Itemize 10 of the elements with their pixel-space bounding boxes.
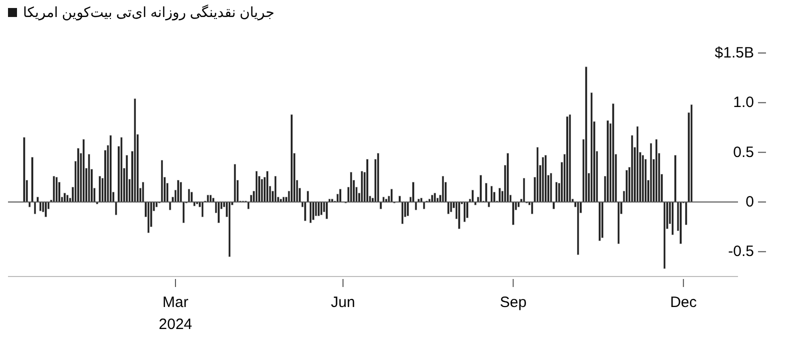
y-tick-label: 1.0 xyxy=(733,94,754,112)
y-tick-label: 0.5 xyxy=(733,144,754,161)
x-tick-label: Sep xyxy=(500,294,527,311)
y-tick-label: $1.5B xyxy=(714,44,754,62)
legend-label: جریان نقدینگی روزانه ای‌تی بیت‌کوین امریکا xyxy=(23,4,274,21)
x-tick-label: Mar 2024 xyxy=(158,294,192,333)
y-tick-label: -0.5 xyxy=(728,243,754,260)
x-tick-label: Dec xyxy=(670,294,698,311)
y-tick-label: 0 xyxy=(746,194,754,210)
x-tick-label: Jun xyxy=(330,294,356,311)
